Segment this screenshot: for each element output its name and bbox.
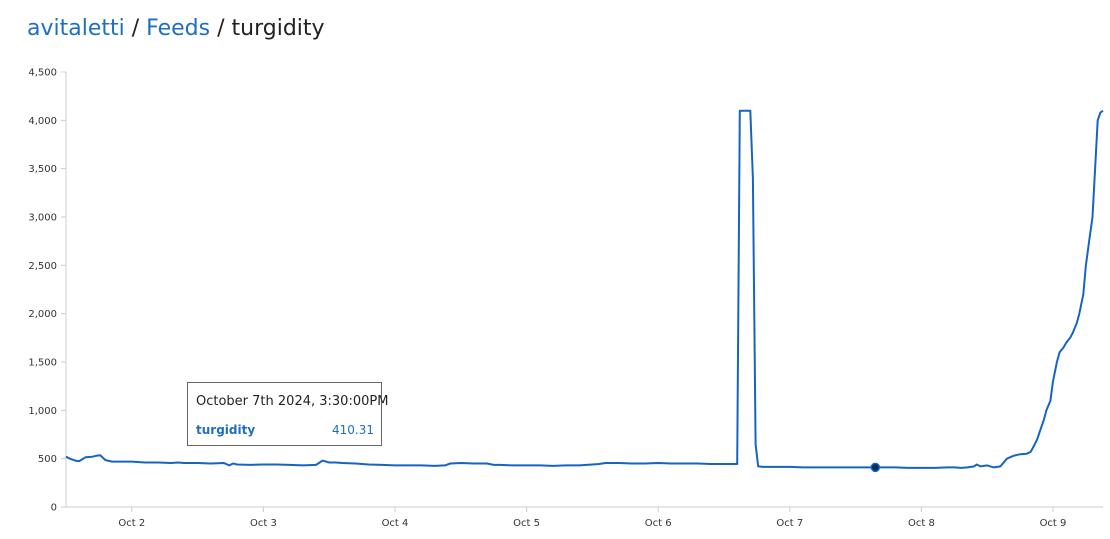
y-tick-label: 2,500 <box>28 261 57 272</box>
breadcrumb-user-link[interactable]: avitaletti <box>27 16 125 41</box>
y-tick-label: 500 <box>38 454 57 465</box>
x-tick-label: Oct 5 <box>513 518 540 529</box>
tooltip-series-name: turgidity <box>196 423 256 437</box>
y-tick-label: 0 <box>51 503 57 514</box>
y-tick-label: 3,500 <box>28 164 57 175</box>
breadcrumb-feeds-link[interactable]: Feeds <box>146 16 211 41</box>
hover-point-marker <box>870 462 881 473</box>
chart-axes <box>65 72 1103 508</box>
y-tick-label: 2,000 <box>28 309 57 320</box>
series-line-turgidity <box>65 109 1104 469</box>
breadcrumb-current-feed: turgidity <box>231 16 325 41</box>
y-tick-label: 3,000 <box>28 213 57 224</box>
chart-series <box>65 109 1104 469</box>
x-tick-label: Oct 8 <box>908 518 935 529</box>
y-tick-label: 1,500 <box>28 358 57 369</box>
y-tick-label: 1,000 <box>28 406 57 417</box>
x-tick-label: Oct 9 <box>1040 518 1067 529</box>
y-axis-ticks: 0 500 1,000 1,500 2,000 2,500 3,000 3,500 4,000 4… <box>28 68 66 514</box>
x-tick-label: Oct 4 <box>382 518 409 529</box>
x-tick-label: Oct 7 <box>776 518 803 529</box>
x-tick-label: Oct 6 <box>645 518 672 529</box>
breadcrumb: avitaletti / Feeds / turgidity <box>27 16 325 41</box>
y-tick-label: 4,000 <box>28 116 57 127</box>
breadcrumb-separator: / <box>131 16 140 41</box>
x-tick-label: Oct 3 <box>250 518 277 529</box>
breadcrumb-separator: / <box>217 16 225 41</box>
x-tick-label: Oct 2 <box>118 518 145 529</box>
y-tick-label: 4,500 <box>28 68 57 79</box>
chart-tooltip: October 7th 2024, 3:30:00PM turgidity 41… <box>187 382 388 446</box>
tooltip-timestamp: October 7th 2024, 3:30:00PM <box>196 394 389 409</box>
hover-marker <box>870 462 881 473</box>
x-axis-ticks: Oct 2 Oct 3 Oct 4 Oct 5 Oct 6 Oct 7 Oct 8 Oct 9 <box>118 507 1066 529</box>
tooltip-value: 410.31 <box>332 423 374 437</box>
